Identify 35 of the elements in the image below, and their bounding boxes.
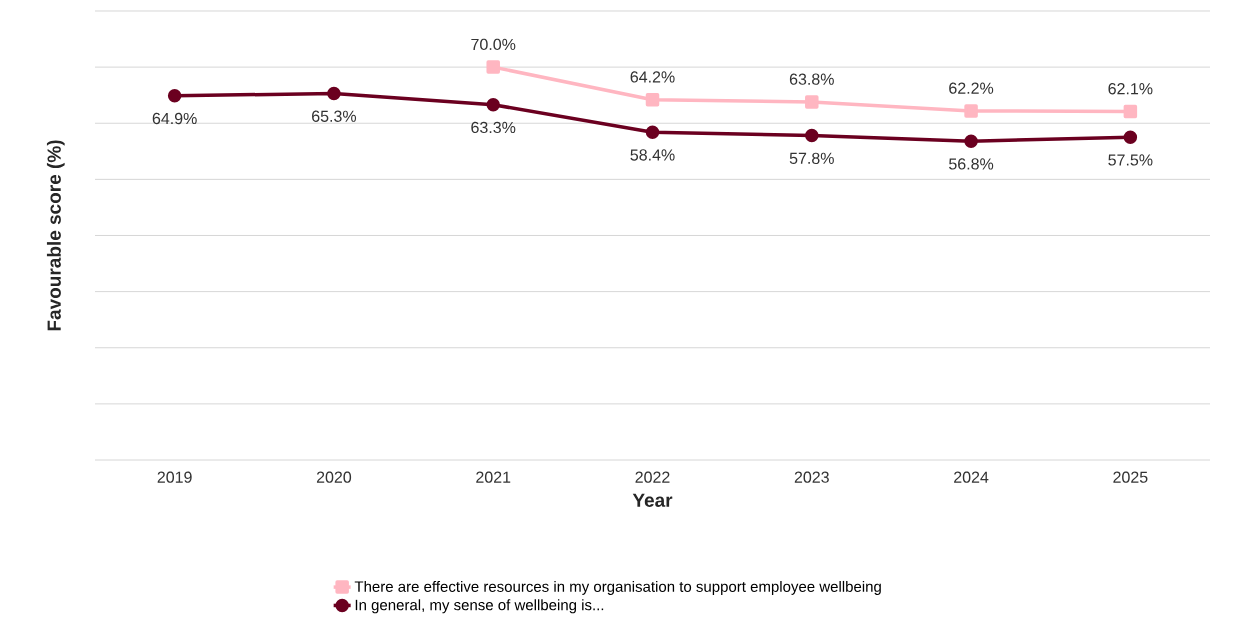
point (1123, 104, 1138, 119)
data-label: 58.4% (630, 149, 675, 161)
data-label: 65.3% (312, 110, 357, 122)
legend-label: In general, my sense of wellbeing is... (355, 599, 604, 614)
data-label: 64.9% (152, 112, 197, 125)
x-tick-label: 2023 (794, 471, 829, 483)
x-tick-label: 2021 (476, 471, 511, 483)
point (486, 97, 500, 112)
point (964, 104, 978, 118)
x-axis-title: Year (632, 493, 673, 507)
point (486, 60, 500, 74)
x-tick-label: 2025 (1113, 471, 1148, 483)
data-label: 57.5% (1108, 154, 1153, 166)
x-tick-label: 2019 (157, 471, 192, 483)
point (805, 128, 819, 143)
point (805, 95, 819, 109)
data-label: 63.8% (789, 73, 834, 85)
data-label: 57.8% (789, 152, 834, 164)
point (645, 92, 660, 107)
point (167, 88, 182, 103)
x-tick-label: 2022 (635, 471, 670, 483)
y-axis-title: Favourable score (%) (46, 140, 65, 331)
legend-label: There are effective resources in my organisation to support employee wellbeing (354, 580, 881, 595)
data-label: 64.2% (630, 71, 675, 83)
point (1123, 130, 1138, 145)
point (327, 86, 341, 101)
x-tick-label: 2024 (954, 471, 989, 483)
data-label: 62.1% (1108, 83, 1153, 95)
point (645, 125, 660, 139)
data-label: 70.0% (471, 38, 516, 51)
x-tick-label: 2020 (316, 471, 352, 483)
data-label: 62.2% (949, 82, 994, 94)
data-label: 56.8% (949, 158, 994, 170)
data-label: 63.3% (471, 121, 516, 134)
point (964, 134, 978, 148)
